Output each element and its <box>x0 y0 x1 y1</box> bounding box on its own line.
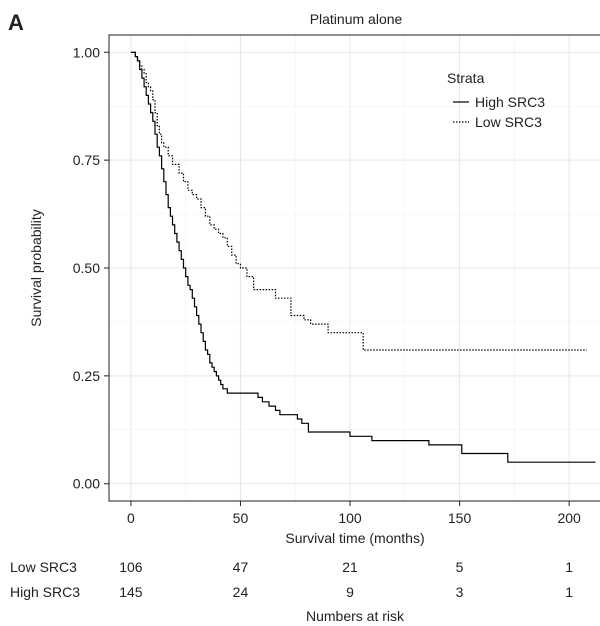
x-tick-label: 0 <box>127 510 135 526</box>
risk-count: 1 <box>565 559 573 575</box>
risk-count: 9 <box>346 584 354 600</box>
y-tick-label: 0.75 <box>73 152 100 168</box>
risk-count: 24 <box>233 584 249 600</box>
y-tick-label: 0.00 <box>73 476 100 492</box>
survival-curve-low-src3 <box>130 51 587 351</box>
risk-count: 145 <box>119 584 143 600</box>
x-axis-ticks: 0 50 100 150 200 <box>127 501 581 526</box>
x-axis-label: Survival time (months) <box>285 530 424 546</box>
grid <box>109 35 600 501</box>
panel-label: A <box>8 10 24 35</box>
risk-count: 5 <box>456 559 464 575</box>
risk-table-label: Numbers at risk <box>306 608 405 624</box>
legend-label-high: High SRC3 <box>475 94 545 110</box>
legend: Strata High SRC3 Low SRC3 <box>447 70 545 130</box>
x-tick-label: 100 <box>338 510 362 526</box>
risk-row-label: High SRC3 <box>10 584 80 600</box>
y-tick-label: 0.25 <box>73 368 100 384</box>
risk-table: Low SRC3 106 47 21 5 1 High SRC3 145 24 9 3 1 <box>10 559 573 600</box>
legend-label-low: Low SRC3 <box>475 114 542 130</box>
survival-curves <box>130 51 596 463</box>
chart-title: Platinum alone <box>310 11 403 27</box>
x-tick-label: 50 <box>233 510 249 526</box>
risk-count: 1 <box>565 584 573 600</box>
y-axis-ticks: 0.00 0.25 0.50 0.75 1.00 <box>73 44 109 492</box>
risk-count: 3 <box>456 584 464 600</box>
risk-count: 47 <box>233 559 249 575</box>
survival-curve-high-src3 <box>130 51 596 463</box>
risk-row-label: Low SRC3 <box>10 559 77 575</box>
risk-count: 21 <box>342 559 358 575</box>
risk-count: 106 <box>119 559 143 575</box>
y-tick-label: 1.00 <box>73 44 100 60</box>
x-tick-label: 200 <box>557 510 581 526</box>
y-axis-label: Survival probability <box>28 209 44 327</box>
legend-title: Strata <box>447 70 485 86</box>
x-tick-label: 150 <box>448 510 472 526</box>
y-tick-label: 0.50 <box>73 260 100 276</box>
